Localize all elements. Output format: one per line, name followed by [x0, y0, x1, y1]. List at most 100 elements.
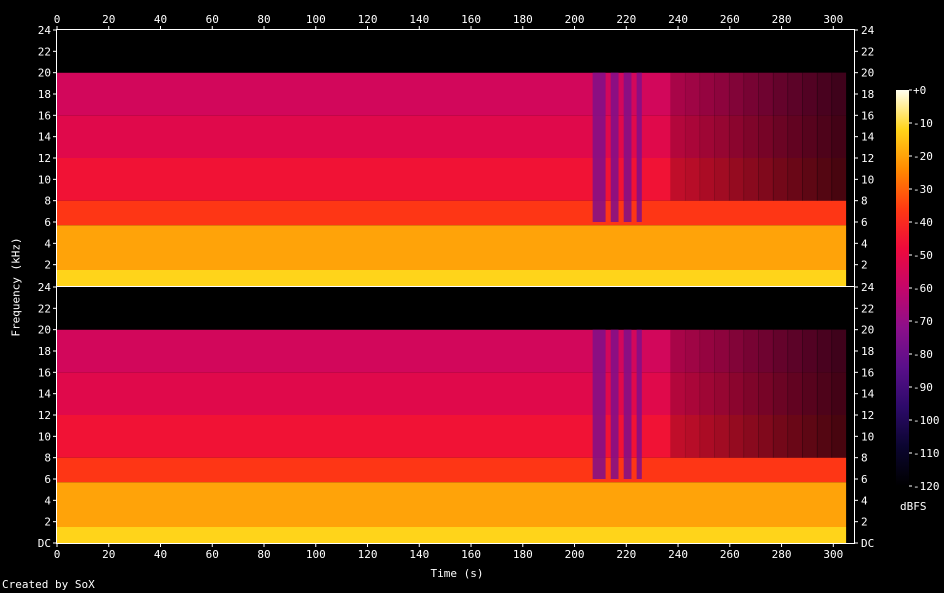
y-tick-label: 12	[38, 409, 51, 422]
y-tick-label: 22	[38, 302, 51, 315]
x-tick-label: 120	[358, 548, 378, 561]
dropout-region	[636, 72, 642, 223]
x-tick-label: 200	[565, 548, 585, 561]
x-tick-label: 240	[668, 13, 688, 26]
y-tick-label: 2	[44, 516, 51, 529]
colorbar-tick-label: -30	[913, 183, 933, 196]
taper-region	[802, 72, 818, 201]
y-tick-label: 10	[861, 430, 874, 443]
x-tick-label: 300	[823, 548, 843, 561]
y-tick-label: 18	[38, 345, 51, 358]
x-tick-label: 260	[720, 548, 740, 561]
x-tick-label: 240	[668, 548, 688, 561]
x-tick-label: 40	[154, 13, 167, 26]
dropout-region	[610, 329, 619, 479]
y-tick-label: 16	[861, 366, 874, 379]
frequency-band	[57, 457, 847, 483]
taper-region	[670, 329, 686, 458]
x-tick-label: 300	[823, 13, 843, 26]
x-tick-label: 80	[257, 548, 270, 561]
dropout-region	[610, 72, 619, 223]
y-tick-label: 10	[38, 173, 51, 186]
taper-region	[787, 72, 803, 201]
y-tick-label: 22	[861, 302, 874, 315]
x-tick-label: 100	[306, 548, 326, 561]
y-tick-label: 18	[861, 88, 874, 101]
x-tick-label: 60	[206, 548, 219, 561]
x-tick-label: 180	[513, 548, 533, 561]
y-tick-label: 4	[861, 237, 868, 250]
x-tick-label: 20	[102, 548, 115, 561]
dropout-region	[623, 72, 632, 223]
taper-region	[743, 72, 759, 201]
colorbar	[896, 90, 909, 486]
y-tick-label: 14	[861, 388, 875, 401]
taper-region	[772, 72, 789, 201]
x-tick-label: 40	[154, 548, 167, 561]
y-tick-label: 22	[38, 45, 51, 58]
spectrogram-image	[57, 30, 854, 543]
y-tick-label: 20	[38, 324, 51, 337]
x-tick-label: 260	[720, 13, 740, 26]
frequency-band	[57, 158, 847, 201]
x-tick-label: 220	[616, 548, 636, 561]
frequency-band	[57, 200, 847, 226]
colorbar-tick-label: -40	[913, 216, 933, 229]
taper-region	[684, 72, 701, 201]
y-axis-title: Frequency (kHz)	[9, 237, 23, 337]
colorbar-tick-label: -80	[913, 348, 933, 361]
taper-region	[714, 72, 730, 201]
x-tick-label: 180	[513, 13, 533, 26]
y-tick-label: 6	[44, 473, 51, 486]
taper-region	[758, 329, 774, 458]
taper-region	[787, 329, 803, 458]
y-tick-label: 16	[861, 109, 874, 122]
colorbar-tick-label: +0	[913, 84, 926, 97]
colorbar-tick-label: -90	[913, 381, 933, 394]
silence-region	[846, 287, 854, 543]
y-tick-label: 24	[861, 24, 875, 37]
taper-region	[670, 72, 686, 201]
taper-region	[684, 329, 701, 458]
y-tick-label: 2	[861, 259, 868, 272]
x-tick-label: 200	[565, 13, 585, 26]
y-tick-label: 18	[38, 88, 51, 101]
y-tick-label: 4	[44, 494, 51, 507]
colorbar-tick-label: -10	[913, 117, 933, 130]
y-tick-label: 24	[38, 281, 52, 294]
frequency-band	[57, 415, 847, 458]
y-tick-label: DC	[861, 537, 874, 550]
taper-region	[699, 329, 715, 458]
x-tick-label: 280	[772, 548, 792, 561]
y-tick-label: 12	[861, 152, 874, 165]
x-tick-label: 0	[54, 13, 61, 26]
taper-region	[816, 72, 833, 201]
x-tick-label: 100	[306, 13, 326, 26]
colorbar-tick-label: -100	[913, 414, 940, 427]
x-axis-title-row: Time (s)	[0, 567, 944, 580]
y-tick-label: 16	[38, 366, 51, 379]
y-tick-label: 8	[861, 452, 868, 465]
y-tick-label: DC	[38, 537, 51, 550]
taper-region	[772, 329, 789, 458]
frequency-band	[57, 270, 847, 286]
y-tick-label: 8	[44, 452, 51, 465]
taper-region	[831, 329, 847, 458]
y-tick-label: 14	[38, 131, 52, 144]
y-tick-label: 6	[861, 473, 868, 486]
frequency-band	[57, 287, 847, 330]
y-tick-label: 20	[861, 67, 874, 80]
y-tick-label: 24	[861, 281, 875, 294]
colorbar-tick-label: -60	[913, 282, 933, 295]
dropout-region	[592, 72, 606, 223]
frequency-band	[57, 527, 847, 543]
y-tick-label: 14	[38, 388, 52, 401]
x-tick-label: 0	[54, 548, 61, 561]
x-tick-label: 140	[409, 13, 429, 26]
x-tick-label: 20	[102, 13, 115, 26]
dropout-region	[623, 329, 632, 479]
credit-text: Created by SoX	[2, 578, 95, 591]
taper-region	[802, 329, 818, 458]
frequency-band	[57, 329, 847, 373]
